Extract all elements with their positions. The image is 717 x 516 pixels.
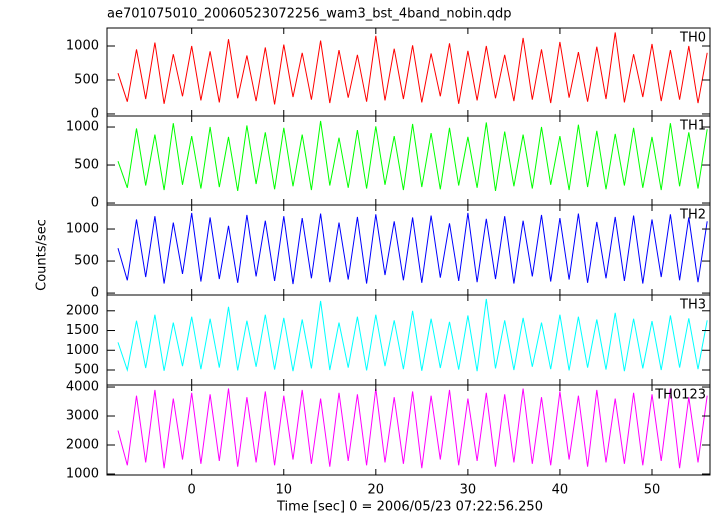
y-tick-label: 3000 bbox=[66, 409, 99, 424]
panel-label: TH1 bbox=[679, 119, 706, 134]
y-tick-label: 0 bbox=[91, 106, 99, 121]
y-tick-label: 2000 bbox=[66, 438, 99, 453]
chart-title: ae701075010_20060523072256_wam3_bst_4ban… bbox=[107, 7, 512, 22]
y-tick-label: 0 bbox=[91, 286, 99, 301]
panel-frame bbox=[106, 384, 711, 476]
x-axis-label: Time [sec] 0 = 2006/05/23 07:22:56.250 bbox=[276, 500, 543, 515]
y-tick-label: 1000 bbox=[66, 466, 99, 481]
panel-label: TH2 bbox=[679, 208, 706, 223]
panel-label: TH0123 bbox=[654, 388, 706, 403]
series-line bbox=[117, 32, 708, 105]
y-tick-label: 2000 bbox=[66, 303, 99, 318]
x-tick-label: 30 bbox=[460, 483, 477, 498]
series-line bbox=[117, 298, 708, 372]
panel-label: TH0 bbox=[679, 31, 706, 46]
x-tick-label: 20 bbox=[368, 483, 385, 498]
y-tick-label: 1000 bbox=[66, 39, 99, 54]
y-tick-label: 4000 bbox=[66, 380, 99, 395]
y-tick-label: 1000 bbox=[66, 343, 99, 358]
y-tick-label: 500 bbox=[74, 363, 99, 378]
x-tick-label: 10 bbox=[275, 483, 292, 498]
x-tick-label: 50 bbox=[644, 483, 661, 498]
y-tick-label: 0 bbox=[91, 196, 99, 211]
y-tick-label: 500 bbox=[74, 254, 99, 269]
series-line bbox=[117, 212, 708, 285]
y-tick-label: 1000 bbox=[66, 120, 99, 135]
y-tick-label: 1000 bbox=[66, 222, 99, 237]
panel-label: TH3 bbox=[679, 298, 706, 313]
y-tick-label: 500 bbox=[74, 158, 99, 173]
x-tick-label: 0 bbox=[188, 483, 196, 498]
y-tick-label: 1500 bbox=[66, 323, 99, 338]
x-tick-label: 40 bbox=[552, 483, 569, 498]
series-line bbox=[117, 120, 708, 191]
y-tick-label: 500 bbox=[74, 72, 99, 87]
y-axis-label: Counts/sec bbox=[35, 219, 50, 291]
series-line bbox=[117, 388, 708, 469]
